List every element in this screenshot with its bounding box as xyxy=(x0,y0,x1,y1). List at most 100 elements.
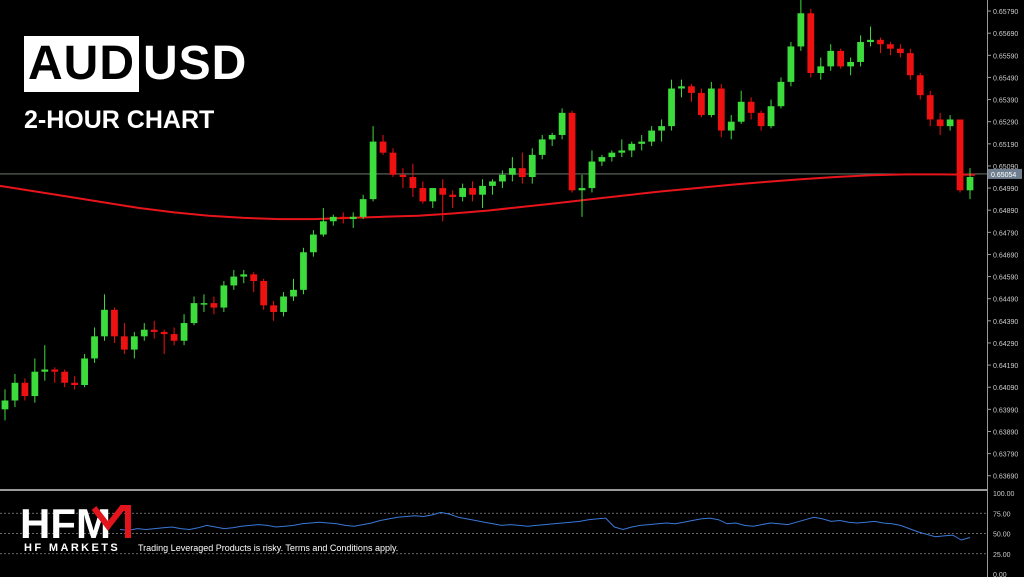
candle-body xyxy=(310,234,317,253)
candle-body xyxy=(727,121,735,131)
candle-body xyxy=(81,358,88,386)
candle-body xyxy=(827,50,835,67)
oscillator-tick-label: 100.00 xyxy=(993,491,1015,498)
y-tick-label: 0.65190 xyxy=(993,142,1018,149)
y-tick-label: 0.64390 xyxy=(993,319,1018,326)
current-price-badge xyxy=(988,168,1022,179)
moving-average xyxy=(0,173,976,221)
candle-body xyxy=(140,329,148,337)
risk-disclaimer: Trading Leveraged Products is risky. Ter… xyxy=(138,543,399,553)
candle-body xyxy=(230,276,238,286)
candle-body xyxy=(916,75,924,96)
candle-body xyxy=(419,188,427,202)
y-tick-label: 0.65790 xyxy=(993,9,1018,16)
candle-body xyxy=(887,44,894,49)
candle-body xyxy=(270,305,277,312)
candle-body xyxy=(489,181,496,186)
current-price-label: 0.65054 xyxy=(991,172,1016,179)
candle-body xyxy=(250,274,258,282)
candle-body xyxy=(300,252,307,290)
candle-body xyxy=(558,112,566,135)
brand-name: HF MARKETS xyxy=(24,542,121,554)
y-tick-label: 0.65290 xyxy=(993,120,1018,127)
hfm-logo-mark-icon xyxy=(91,505,131,538)
candle-body xyxy=(61,371,69,383)
y-tick-label: 0.63990 xyxy=(993,407,1018,414)
candle-body xyxy=(747,101,755,113)
y-tick-label: 0.65590 xyxy=(993,53,1018,60)
candle-body xyxy=(698,92,705,116)
candle-body xyxy=(608,152,616,158)
candle-body xyxy=(91,336,98,359)
candle-body xyxy=(807,13,815,74)
candle-body xyxy=(548,134,556,140)
oscillator-tick-label: 0.00 xyxy=(993,572,1007,577)
candle-body xyxy=(150,329,158,332)
candle-body xyxy=(111,309,118,337)
y-tick-label: 0.65390 xyxy=(993,98,1018,105)
candle-body xyxy=(847,61,855,67)
candle-body xyxy=(508,168,516,175)
candle-body xyxy=(200,303,208,305)
candle-body xyxy=(21,382,29,397)
candle-body xyxy=(319,221,327,235)
candle-body xyxy=(926,95,934,120)
candle-body xyxy=(966,177,974,191)
candle-body xyxy=(439,188,447,195)
candle-body xyxy=(51,369,59,372)
chart-subtitle: 2-HOUR CHART xyxy=(24,106,215,134)
candle-body xyxy=(946,119,954,127)
oscillator-tick-label: 50.00 xyxy=(993,532,1011,539)
oscillator-panel: 100.00 75.00 50.00 25.00 0.00 xyxy=(0,491,1015,577)
candle-body xyxy=(190,303,198,324)
y-tick-label: 0.64090 xyxy=(993,385,1018,392)
candle-body xyxy=(538,139,546,155)
candle-body xyxy=(578,188,586,191)
candle-body xyxy=(479,185,486,195)
candle-body xyxy=(369,141,377,200)
hfm-logo-text: HFM xyxy=(20,500,111,547)
title-highlight: AUD xyxy=(24,36,139,92)
candle-body xyxy=(817,66,825,74)
candle-body xyxy=(170,334,178,341)
candle-body xyxy=(379,141,387,153)
y-tick-label: 0.63690 xyxy=(993,474,1018,481)
oscillator-tick-label: 25.00 xyxy=(993,552,1011,559)
candle-body xyxy=(518,168,526,178)
candle-body xyxy=(280,296,287,312)
candle-body xyxy=(668,88,675,127)
candle-body xyxy=(210,303,218,308)
y-tick-label: 0.63790 xyxy=(993,452,1018,459)
candle-body xyxy=(290,289,297,297)
candle-body xyxy=(260,281,268,306)
candle-body xyxy=(757,112,765,127)
y-tick-label: 0.64690 xyxy=(993,252,1018,259)
candle-body xyxy=(399,174,407,178)
candle-body xyxy=(797,13,805,47)
candle-body xyxy=(707,88,715,116)
y-tick-label: 0.64190 xyxy=(993,363,1018,370)
candle-body xyxy=(867,39,874,43)
candle-body xyxy=(767,106,775,127)
title-rest: USD xyxy=(143,37,248,90)
hfm-logo: HFM xyxy=(20,500,131,547)
y-tick-label: 0.64990 xyxy=(993,186,1018,193)
candle-body xyxy=(568,112,576,191)
y-tick-label: 0.64790 xyxy=(993,230,1018,237)
chart-title: AUD USD xyxy=(24,34,247,94)
candle-body xyxy=(598,157,606,162)
candle-body xyxy=(717,88,725,131)
y-tick-label: 0.63890 xyxy=(993,429,1018,436)
candle-body xyxy=(429,188,437,202)
moving-average-line xyxy=(0,173,976,221)
candle-body xyxy=(339,216,347,220)
candlestick-series xyxy=(1,0,974,421)
candle-body xyxy=(618,150,626,153)
candle-body xyxy=(160,331,168,335)
oscillator-tick-label: 75.00 xyxy=(993,511,1011,518)
candle-body xyxy=(936,119,944,127)
candle-body xyxy=(777,81,785,107)
y-tick-label: 0.65090 xyxy=(993,164,1018,171)
